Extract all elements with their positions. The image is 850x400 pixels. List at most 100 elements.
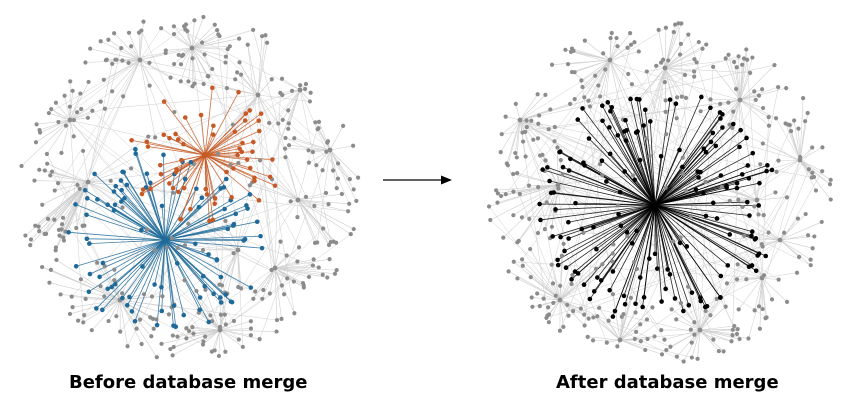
node	[311, 257, 316, 262]
node	[606, 318, 611, 323]
node	[183, 27, 188, 32]
node	[726, 52, 731, 57]
node	[239, 286, 244, 291]
node	[279, 283, 285, 288]
edge	[219, 249, 239, 285]
edge	[87, 181, 206, 337]
sub-hub-node	[557, 297, 563, 303]
node	[316, 265, 321, 270]
edge	[139, 59, 171, 78]
edge	[219, 233, 351, 331]
node	[681, 308, 686, 314]
node	[544, 200, 549, 205]
hub-cluster	[68, 149, 263, 327]
node	[217, 282, 222, 287]
node	[48, 173, 53, 178]
node	[643, 347, 648, 353]
edge	[739, 99, 770, 126]
node	[677, 147, 682, 153]
node	[641, 295, 647, 300]
node	[153, 135, 158, 140]
node	[540, 152, 545, 157]
node	[544, 315, 549, 321]
node	[488, 217, 493, 223]
node	[334, 268, 339, 273]
node	[56, 227, 62, 232]
node	[721, 349, 726, 354]
node	[170, 333, 175, 338]
node	[278, 239, 283, 244]
edge	[779, 213, 806, 241]
node	[171, 303, 177, 308]
node	[314, 163, 319, 168]
edge	[565, 204, 656, 269]
node	[684, 244, 690, 249]
node	[282, 146, 288, 151]
node	[108, 178, 113, 183]
edge	[274, 267, 323, 276]
node	[747, 213, 752, 218]
edge	[654, 123, 734, 206]
edge	[113, 33, 141, 61]
node	[105, 286, 111, 292]
edge	[756, 199, 765, 216]
node	[597, 162, 603, 167]
node	[150, 316, 156, 321]
node	[81, 320, 86, 325]
node	[679, 94, 684, 99]
node	[563, 47, 568, 52]
edge	[164, 239, 174, 326]
edge	[204, 87, 213, 156]
node	[230, 122, 236, 127]
node	[625, 45, 630, 50]
node	[252, 178, 257, 184]
edge	[218, 329, 221, 356]
node	[161, 152, 166, 158]
edge	[501, 184, 559, 197]
node	[347, 201, 352, 206]
node	[190, 56, 195, 61]
edge	[154, 239, 166, 285]
node	[689, 340, 694, 345]
node	[528, 246, 533, 252]
sub-hub-node	[235, 247, 241, 253]
node	[736, 54, 741, 59]
node	[746, 176, 752, 181]
edge	[219, 329, 226, 352]
node	[47, 280, 52, 285]
node	[536, 185, 541, 190]
edge	[164, 199, 231, 241]
node	[718, 173, 724, 178]
node	[175, 334, 180, 339]
edge	[204, 154, 248, 160]
edge	[269, 267, 276, 294]
node	[171, 24, 177, 29]
node	[524, 125, 529, 130]
node	[782, 230, 787, 235]
node	[216, 353, 222, 359]
node	[42, 168, 47, 173]
edge	[214, 329, 221, 351]
node	[636, 49, 641, 54]
node	[763, 253, 769, 259]
edge	[571, 59, 611, 285]
node	[629, 82, 635, 87]
node	[250, 149, 255, 154]
edge	[739, 99, 777, 119]
node	[267, 291, 272, 296]
node	[274, 329, 279, 334]
node	[315, 126, 320, 132]
node	[235, 70, 240, 75]
edge	[281, 78, 301, 91]
node	[215, 151, 221, 157]
node	[546, 312, 552, 317]
node	[582, 38, 587, 43]
node	[644, 317, 650, 322]
edge	[699, 329, 732, 342]
node	[270, 157, 275, 162]
node	[755, 253, 760, 258]
edge	[87, 197, 166, 241]
edge	[139, 21, 144, 61]
node	[644, 136, 649, 141]
node	[149, 334, 154, 339]
